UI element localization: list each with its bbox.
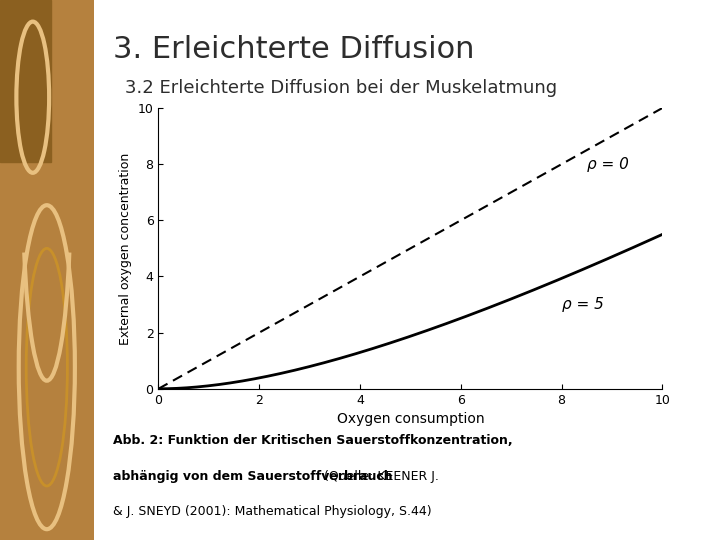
Bar	[0, 0, 52, 162]
X-axis label: Oxygen consumption: Oxygen consumption	[336, 412, 485, 426]
Text: ρ = 0: ρ = 0	[587, 157, 629, 172]
Text: 3. Erleichterte Diffusion: 3. Erleichterte Diffusion	[113, 35, 474, 64]
Text: ρ = 5: ρ = 5	[562, 297, 603, 312]
Text: Abb. 2: Funktion der Kritischen Sauerstoffkonzentration,: Abb. 2: Funktion der Kritischen Sauersto…	[113, 434, 513, 447]
Text: & J. SNEYD (2001): Mathematical Physiology, S.44): & J. SNEYD (2001): Mathematical Physiolo…	[113, 505, 431, 518]
Text: abhängig von dem Sauerstoffverbrauch: abhängig von dem Sauerstoffverbrauch	[113, 470, 392, 483]
Y-axis label: External oxygen concentration: External oxygen concentration	[119, 152, 132, 345]
Text: 3.2 Erleichterte Diffusion bei der Muskelatmung: 3.2 Erleichterte Diffusion bei der Muske…	[125, 79, 557, 97]
Text: (Quelle: KEENER J.: (Quelle: KEENER J.	[320, 470, 438, 483]
